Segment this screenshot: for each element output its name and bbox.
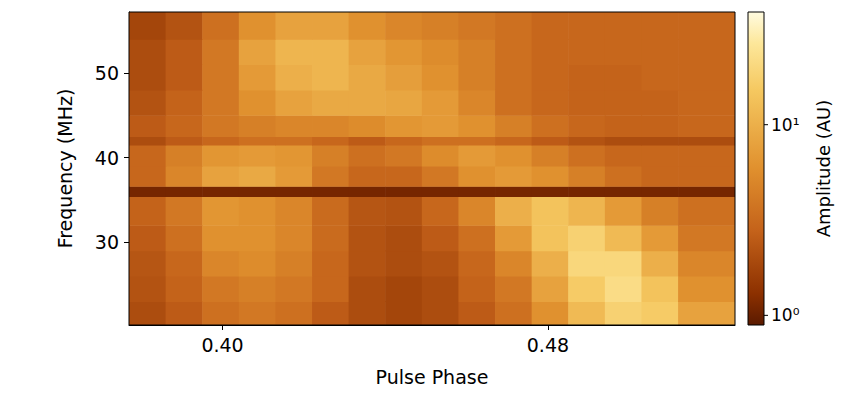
svg-text:30: 30 [95, 231, 119, 253]
svg-text:Amplitude (AU): Amplitude (AU) [813, 100, 834, 238]
svg-text:Frequency (MHz): Frequency (MHz) [54, 89, 76, 249]
svg-text:40: 40 [95, 147, 119, 169]
svg-text:10⁰: 10⁰ [771, 305, 800, 325]
svg-text:Pulse Phase: Pulse Phase [376, 366, 489, 388]
svg-text:10¹: 10¹ [771, 115, 799, 135]
svg-text:0.48: 0.48 [527, 334, 569, 356]
svg-text:50: 50 [95, 62, 119, 84]
svg-text:0.40: 0.40 [201, 334, 243, 356]
